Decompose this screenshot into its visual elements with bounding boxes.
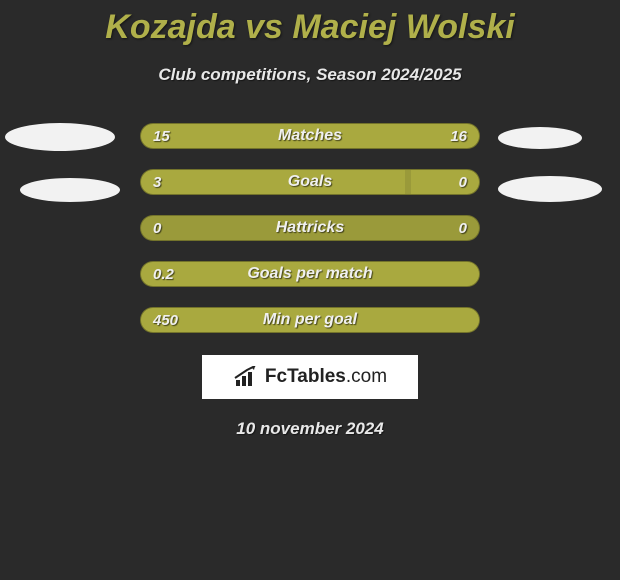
subtitle: Club competitions, Season 2024/2025 [0, 65, 620, 85]
stat-label: Min per goal [141, 308, 479, 332]
stat-row: 450Min per goal [140, 307, 480, 333]
player-photo-placeholder [20, 178, 120, 202]
stat-row: 0.2Goals per match [140, 261, 480, 287]
stat-row: 3Goals0 [140, 169, 480, 195]
stat-value-right: 0 [459, 216, 467, 240]
player-left-name: Kozajda [105, 8, 235, 46]
stat-value-right: 16 [450, 124, 467, 148]
stat-label: Goals per match [141, 262, 479, 286]
stat-value-right: 0 [459, 170, 467, 194]
player-photo-placeholder [5, 123, 115, 151]
stat-row: 0Hattricks0 [140, 215, 480, 241]
page-title: Kozajda vs Maciej Wolski [0, 0, 620, 47]
date-text: 10 november 2024 [0, 419, 620, 439]
logo-text: FcTables.com [265, 366, 387, 388]
player-photo-placeholder [498, 127, 582, 149]
stat-row: 15Matches16 [140, 123, 480, 149]
logo-brand-light: .com [346, 366, 387, 387]
stat-label: Goals [141, 170, 479, 194]
logo-brand-bold: FcTables [265, 366, 346, 387]
stat-label: Hattricks [141, 216, 479, 240]
player-photo-placeholder [498, 176, 602, 202]
chart-icon [233, 366, 259, 388]
stats-container: 15Matches163Goals00Hattricks00.2Goals pe… [0, 123, 620, 333]
player-right-name: Maciej Wolski [292, 8, 514, 46]
vs-text: vs [245, 8, 283, 46]
logo-box: FcTables.com [202, 355, 418, 399]
stat-label: Matches [141, 124, 479, 148]
